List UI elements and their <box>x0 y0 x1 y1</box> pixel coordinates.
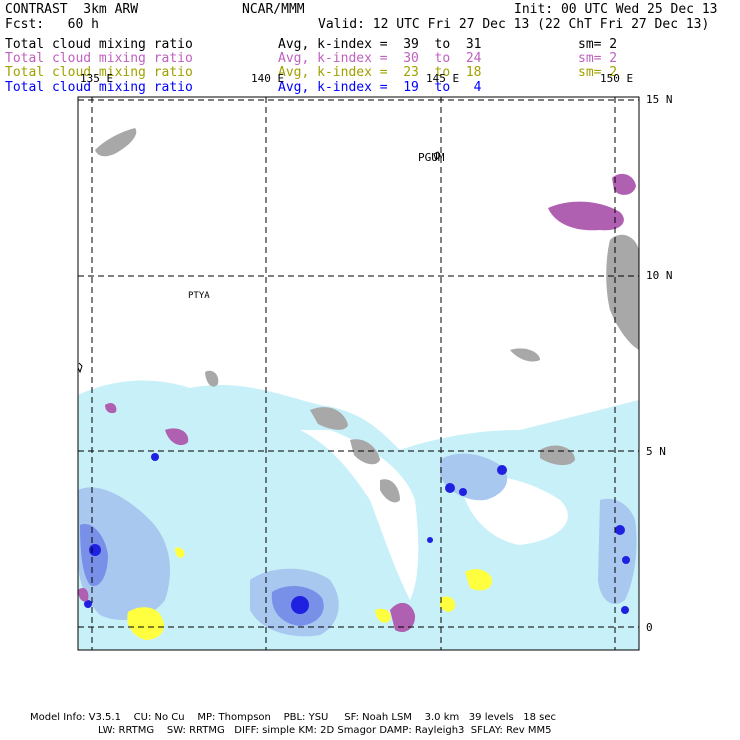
field-name: Total cloud mixing ratio <box>5 80 193 95</box>
field-sm: sm= 2 <box>578 37 618 52</box>
grey-cloud-patch <box>606 234 639 350</box>
field-avg: Avg, k-index = 19 to 4 <box>278 80 482 95</box>
lon-label-140e: 140 E <box>251 72 285 85</box>
field-avg: Avg, k-index = 30 to 24 <box>278 51 482 66</box>
coastlines <box>77 151 441 374</box>
yellow-cloud-patch <box>127 607 165 640</box>
dark-blue-core <box>445 483 455 493</box>
mid-blue-cloud-region-north <box>440 453 508 501</box>
station-pgum: PGUM <box>418 151 445 164</box>
purple-cloud-patch <box>390 602 416 633</box>
mid-blue-cloud-region-east <box>598 498 637 604</box>
dark-blue-core <box>291 596 309 614</box>
field-avg: Avg, k-index = 39 to 31 <box>278 37 482 52</box>
dark-blue-core <box>622 556 630 564</box>
lon-label-145e: 145 E <box>426 72 460 85</box>
dark-blue-core <box>151 453 159 461</box>
map-frame <box>77 96 640 651</box>
dark-blue-core <box>497 465 507 475</box>
purple-cloud-patch <box>78 588 89 602</box>
grey-cloud-patch <box>540 445 575 466</box>
field-avg: Avg, k-index = 23 to 18 <box>278 65 482 80</box>
model-info-line-1: Model Info: V3.5.1 CU: No Cu MP: Thompso… <box>30 712 556 723</box>
field-name: Total cloud mixing ratio <box>5 51 193 66</box>
cloud-field <box>78 128 639 650</box>
palau-coastline <box>77 362 83 374</box>
purple-cloud-patch <box>105 402 117 414</box>
grey-cloud-patch <box>205 370 219 387</box>
grey-cloud-patch <box>380 479 400 503</box>
purple-cloud-patch <box>548 201 624 231</box>
dark-blue-core <box>459 488 467 496</box>
purple-cloud-patch <box>612 173 636 195</box>
model-info-line-2: LW: RRTMG SW: RRTMG DIFF: simple KM: 2D … <box>98 725 552 736</box>
field-sm: sm= 2 <box>578 51 618 66</box>
white-gap-region <box>300 430 419 600</box>
light-blue-cloud-region <box>78 380 639 650</box>
station-ptya: PTYA <box>188 291 210 301</box>
guam-coastline <box>433 151 441 161</box>
grey-cloud-patch <box>310 407 348 430</box>
yellow-cloud-patch <box>465 569 493 591</box>
purple-cloud-patch <box>165 428 189 446</box>
lat-label-10n: 10 N <box>646 269 673 282</box>
lat-label-5n: 5 N <box>646 445 666 458</box>
dark-blue-core <box>84 600 92 608</box>
lat-label-0: 0 <box>646 621 653 634</box>
yellow-cloud-patch <box>375 608 391 623</box>
init-time: Init: 00 UTC Wed 25 Dec 13 <box>514 2 718 17</box>
grey-cloud-patch <box>510 348 540 362</box>
grey-cloud-patch <box>350 439 380 465</box>
field-name: Total cloud mixing ratio <box>5 65 193 80</box>
lon-label-150e: 150 E <box>600 72 634 85</box>
grey-cloud-patch <box>95 128 137 157</box>
dark-blue-core <box>427 537 433 543</box>
field-name: Total cloud mixing ratio <box>5 37 193 52</box>
graticule <box>78 97 639 650</box>
dark-blue-core <box>621 606 629 614</box>
mid-blue-cloud-region-west <box>78 487 170 620</box>
lon-label-135e: 135 E <box>80 72 114 85</box>
model-title: CONTRAST 3km ARW <box>5 2 139 17</box>
dark-blue-core <box>615 525 625 535</box>
lat-label-15n: 15 N <box>646 93 673 106</box>
dark-blue-core <box>89 544 101 556</box>
yellow-cloud-patch <box>440 596 456 612</box>
yellow-cloud-patch <box>175 547 185 558</box>
forecast-hour: Fcst: 60 h <box>5 17 99 32</box>
center-name: NCAR/MMM <box>242 2 305 17</box>
field-sm: sm= 2 <box>578 65 618 80</box>
valid-time: Valid: 12 UTC Fri 27 Dec 13 (22 ChT Fri … <box>318 17 710 32</box>
